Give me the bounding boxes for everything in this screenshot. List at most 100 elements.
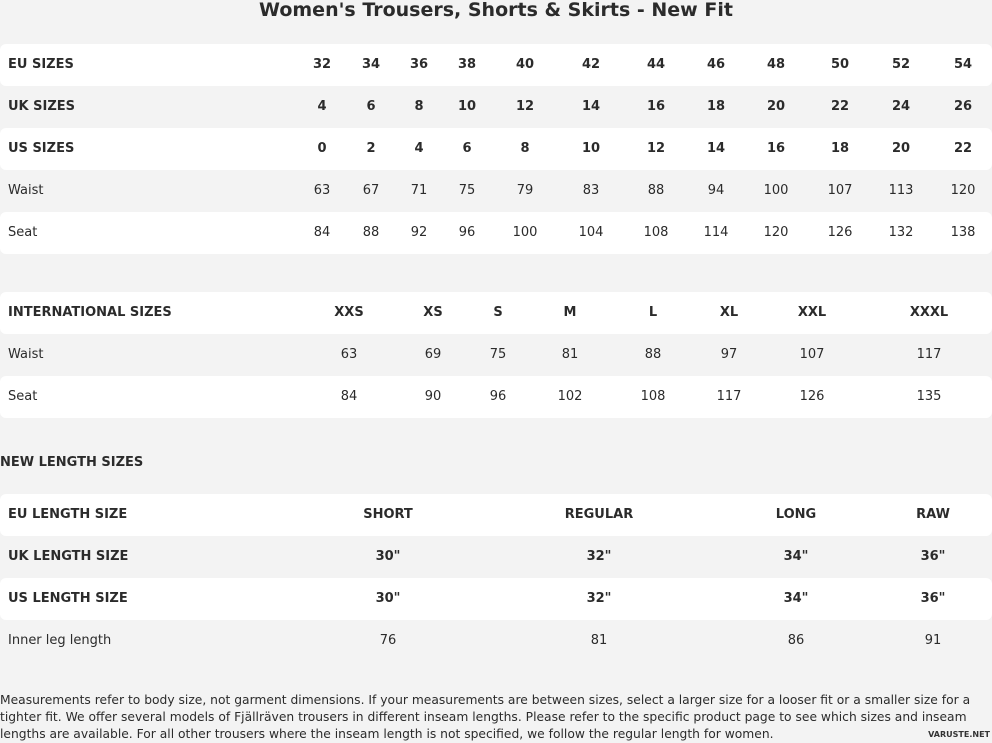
table-cell: 20 [891,141,911,156]
table-cell: 96 [458,225,476,240]
table-cell: 102 [557,389,583,404]
table-cell: 114 [703,225,729,240]
table-cell: 92 [410,225,428,240]
table-cell: 132 [888,225,914,240]
table-cell: 50 [830,57,850,72]
page-title: Women's Trousers, Shorts & Skirts - New … [259,0,733,21]
table-cell: 86 [787,633,805,648]
table-cell: 40 [515,57,535,72]
table-row: Seat 84 90 96 102 108 117 126 135 [0,376,992,418]
watermark: VARUSTE.NET [928,730,990,739]
table-row: INTERNATIONAL SIZES XXS XS S M L XL XXL XXXL [0,292,992,334]
table-cell: 32 [312,57,332,72]
table-cell: 26 [953,99,973,114]
table-cell: 107 [827,183,853,198]
table-cell: 81 [561,347,579,362]
table-cell: 4 [317,99,327,114]
table-cell: 46 [706,57,726,72]
table-cell: 84 [313,225,331,240]
table-cell: 4 [414,141,424,156]
table-cell: 76 [379,633,397,648]
table-row: Waist 63 69 75 81 88 97 107 117 [0,334,992,376]
table-row: EU LENGTH SIZE SHORT REGULAR LONG RAW [0,494,992,536]
table-cell: 117 [916,347,942,362]
table-cell: LONG [775,507,817,522]
table-cell: 90 [424,389,442,404]
table-cell: 12 [515,99,535,114]
table-cell: 8 [414,99,424,114]
table-cell: 18 [706,99,726,114]
table-cell: 107 [799,347,825,362]
table-cell: 36" [920,549,946,564]
table-cell: 63 [313,183,331,198]
table-cell: 30" [375,549,401,564]
row-label: EU SIZES [8,57,74,72]
table-cell: 34" [783,591,809,606]
table-cell: 97 [720,347,738,362]
table-cell: 75 [489,347,507,362]
table-cell: 36" [920,591,946,606]
table-cell: 108 [643,225,669,240]
table-cell: 8 [520,141,530,156]
table-cell: M [563,305,577,320]
table-cell: 34" [783,549,809,564]
table-cell: 100 [512,225,538,240]
row-label: EU LENGTH SIZE [8,507,128,522]
table-row: US LENGTH SIZE 30" 32" 34" 36" [0,578,992,620]
table-cell: 14 [706,141,726,156]
table-cell: 24 [891,99,911,114]
row-label: INTERNATIONAL SIZES [8,305,172,320]
table-cell: 126 [799,389,825,404]
table-cell: REGULAR [564,507,634,522]
table-cell: 88 [362,225,380,240]
table-cell: L [648,305,658,320]
length-heading: NEW LENGTH SIZES [0,455,144,470]
table-cell: 100 [763,183,789,198]
table-cell: XL [719,305,739,320]
row-label: Seat [8,389,38,404]
table-cell: 20 [766,99,786,114]
table-cell: 117 [716,389,742,404]
table-cell: 22 [830,99,850,114]
table-cell: 138 [950,225,976,240]
table-cell: 18 [830,141,850,156]
row-label: UK SIZES [8,99,76,114]
table-cell: 36 [409,57,429,72]
table-cell: SHORT [363,507,413,522]
table-cell: 88 [647,183,665,198]
table-row: EU SIZES 32 34 36 38 40 42 44 46 48 50 52 54 [0,44,992,86]
table-cell: XXL [797,305,827,320]
table-cell: RAW [916,507,950,522]
measurement-note: Measurements refer to body size, not gar… [0,693,971,741]
table-cell: 2 [366,141,376,156]
table-cell: 126 [827,225,853,240]
table-cell: 32" [586,591,612,606]
table-cell: 67 [362,183,380,198]
row-label: US SIZES [8,141,75,156]
table-cell: 44 [646,57,666,72]
table-cell: 108 [640,389,666,404]
table-cell: 120 [950,183,976,198]
table-cell: 0 [317,141,327,156]
table-cell: 88 [644,347,662,362]
table-cell: 63 [340,347,358,362]
table-cell: 16 [646,99,666,114]
table-cell: 91 [924,633,942,648]
table-cell: 22 [953,141,973,156]
table-cell: 6 [366,99,376,114]
table-cell: 52 [891,57,911,72]
table-row: UK LENGTH SIZE 30" 32" 34" 36" [0,536,992,578]
table-cell: 14 [581,99,601,114]
row-label: US LENGTH SIZE [8,591,128,606]
table-cell: 104 [578,225,604,240]
table-cell: 10 [581,141,601,156]
row-label: Waist [8,347,44,362]
table-cell: 32" [586,549,612,564]
table-cell: 113 [888,183,914,198]
table-cell: 38 [457,57,477,72]
table-cell: XXS [334,305,364,320]
table-cell: XXXL [909,305,949,320]
table-cell: 94 [707,183,725,198]
table-cell: 34 [361,57,381,72]
table-cell: 12 [646,141,666,156]
